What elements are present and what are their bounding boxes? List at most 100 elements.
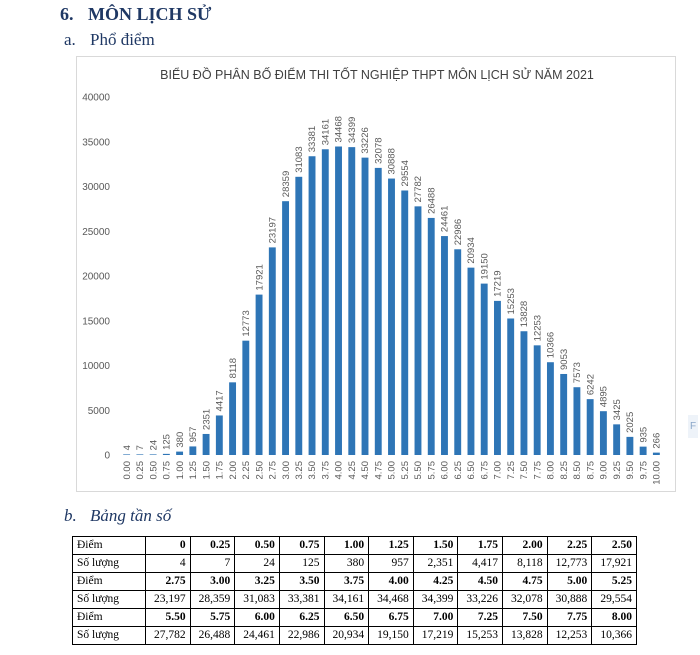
x-axis: 0.00 0.25 0.50 0.75 1.00 1.25 1.50 1.75 2.00 2.25… xyxy=(122,461,663,485)
table-row-scores: Điểm 0 0.25 0.50 0.75 1.00 1.25 1.50 1.7… xyxy=(72,536,637,555)
bar-3.00 xyxy=(282,201,289,455)
bar-8.25 xyxy=(560,373,568,455)
x-tick-label: 0.75 xyxy=(162,461,173,480)
count-cell: 34,399 xyxy=(412,590,459,609)
x-tick-label: 5.75 xyxy=(426,461,437,480)
x-tick-label: 6.50 xyxy=(466,461,477,480)
score-cell: 0.50 xyxy=(234,536,280,555)
count-cell: 29,554 xyxy=(591,590,637,609)
score-cell: 1.25 xyxy=(368,536,414,555)
x-tick-label: 4.75 xyxy=(373,461,384,480)
bar-0.00 xyxy=(123,454,131,455)
count-cell: 27,782 xyxy=(145,626,191,645)
data-label: 7573 xyxy=(572,362,583,383)
x-tick-label: 6.75 xyxy=(479,461,490,480)
bar-8.75 xyxy=(586,399,594,455)
score-cell: 6.25 xyxy=(278,608,325,627)
x-tick-label: 5.00 xyxy=(387,461,398,480)
bar-4.75 xyxy=(374,167,382,455)
x-tick-label: 3.75 xyxy=(320,461,331,480)
bar-7.25 xyxy=(507,318,515,455)
bar-6.75 xyxy=(480,283,488,455)
data-label: 20934 xyxy=(466,237,477,263)
score-cell: 0.75 xyxy=(278,536,325,555)
row-label-score: Điểm xyxy=(72,572,146,591)
count-cell: 31,083 xyxy=(234,590,280,609)
data-label: 34468 xyxy=(334,116,345,142)
bar-8.50 xyxy=(573,387,581,455)
data-label: 935 xyxy=(638,427,649,443)
count-cell: 33,226 xyxy=(457,590,503,609)
score-cell: 0.25 xyxy=(189,536,236,555)
data-label: 266 xyxy=(652,433,663,449)
x-tick-label: 1.50 xyxy=(201,461,212,480)
row-label-score: Điểm xyxy=(72,536,146,555)
count-cell: 13,828 xyxy=(502,626,548,645)
x-tick-label: 10.00 xyxy=(652,461,663,485)
data-label: 3425 xyxy=(612,399,623,420)
x-tick-label: 8.75 xyxy=(585,461,596,480)
data-label: 19150 xyxy=(479,253,490,279)
x-tick-label: 1.75 xyxy=(215,461,226,480)
frequency-table: Điểm 0 0.25 0.50 0.75 1.00 1.25 1.50 1.7… xyxy=(72,536,637,645)
score-cell: 6.00 xyxy=(234,608,280,627)
x-tick-label: 3.50 xyxy=(307,461,318,480)
x-tick-label: 5.25 xyxy=(400,461,411,480)
bar-2.50 xyxy=(255,294,263,455)
count-cell: 34,161 xyxy=(323,590,370,609)
count-cell: 19,150 xyxy=(368,626,414,645)
score-cell: 1.75 xyxy=(457,536,503,555)
count-cell: 12,773 xyxy=(546,554,593,573)
count-cell: 4,417 xyxy=(457,554,503,573)
subheading-a-number: a. xyxy=(64,30,76,49)
score-cell: 3.75 xyxy=(323,572,370,591)
subheading-frequency-table: b. Bảng tần số xyxy=(64,506,171,526)
bar-0.25 xyxy=(136,454,144,455)
data-label: 23197 xyxy=(268,217,279,243)
bar-3.75 xyxy=(321,149,329,455)
score-cell: 7.50 xyxy=(502,608,548,627)
data-label: 27782 xyxy=(413,176,424,202)
y-tick-label: 0 xyxy=(104,451,110,462)
chart-title: BIỂU ĐỒ PHÂN BỐ ĐIỂM THI TỐT NGHIỆP THPT… xyxy=(160,67,594,82)
x-tick-label: 0.50 xyxy=(148,461,159,480)
data-label: 125 xyxy=(162,434,173,450)
count-cell: 32,078 xyxy=(502,590,548,609)
count-cell: 34,468 xyxy=(368,590,414,609)
data-label: 380 xyxy=(175,432,186,448)
section-number: 6. xyxy=(60,4,74,24)
bars xyxy=(123,146,660,456)
data-label: 4417 xyxy=(215,390,226,411)
bar-1.50 xyxy=(202,433,210,455)
score-cell: 2.25 xyxy=(546,536,593,555)
score-cell: 2.00 xyxy=(502,536,548,555)
count-cell: 20,934 xyxy=(323,626,370,645)
subheading-b-number: b. xyxy=(64,506,77,525)
score-cell: 5.25 xyxy=(591,572,637,591)
x-tick-label: 8.00 xyxy=(546,461,557,480)
x-tick-label: 3.25 xyxy=(294,461,305,480)
data-label: 10366 xyxy=(546,332,557,358)
bar-2.25 xyxy=(242,340,250,455)
data-label: 34399 xyxy=(347,117,358,143)
y-tick-label: 15000 xyxy=(82,316,110,327)
bar-5.50 xyxy=(414,206,422,455)
score-cell: 7.75 xyxy=(546,608,593,627)
bar-1.75 xyxy=(215,415,223,455)
y-tick-label: 25000 xyxy=(82,227,110,238)
count-cell: 8,118 xyxy=(502,554,548,573)
x-tick-label: 1.25 xyxy=(188,461,199,480)
bar-1.25 xyxy=(189,446,197,455)
count-cell: 7 xyxy=(189,554,236,573)
bar-2.00 xyxy=(229,382,237,455)
data-label: 24461 xyxy=(440,206,451,232)
x-tick-label: 9.00 xyxy=(599,461,610,480)
y-tick-label: 5000 xyxy=(88,406,111,417)
bar-4.00 xyxy=(335,146,342,455)
x-tick-label: 4.00 xyxy=(334,461,345,480)
data-label: 9053 xyxy=(559,349,570,370)
data-label: 17921 xyxy=(254,264,265,290)
data-label: 22986 xyxy=(453,219,464,245)
y-tick-label: 40000 xyxy=(82,93,110,104)
x-tick-label: 2.25 xyxy=(241,461,252,480)
